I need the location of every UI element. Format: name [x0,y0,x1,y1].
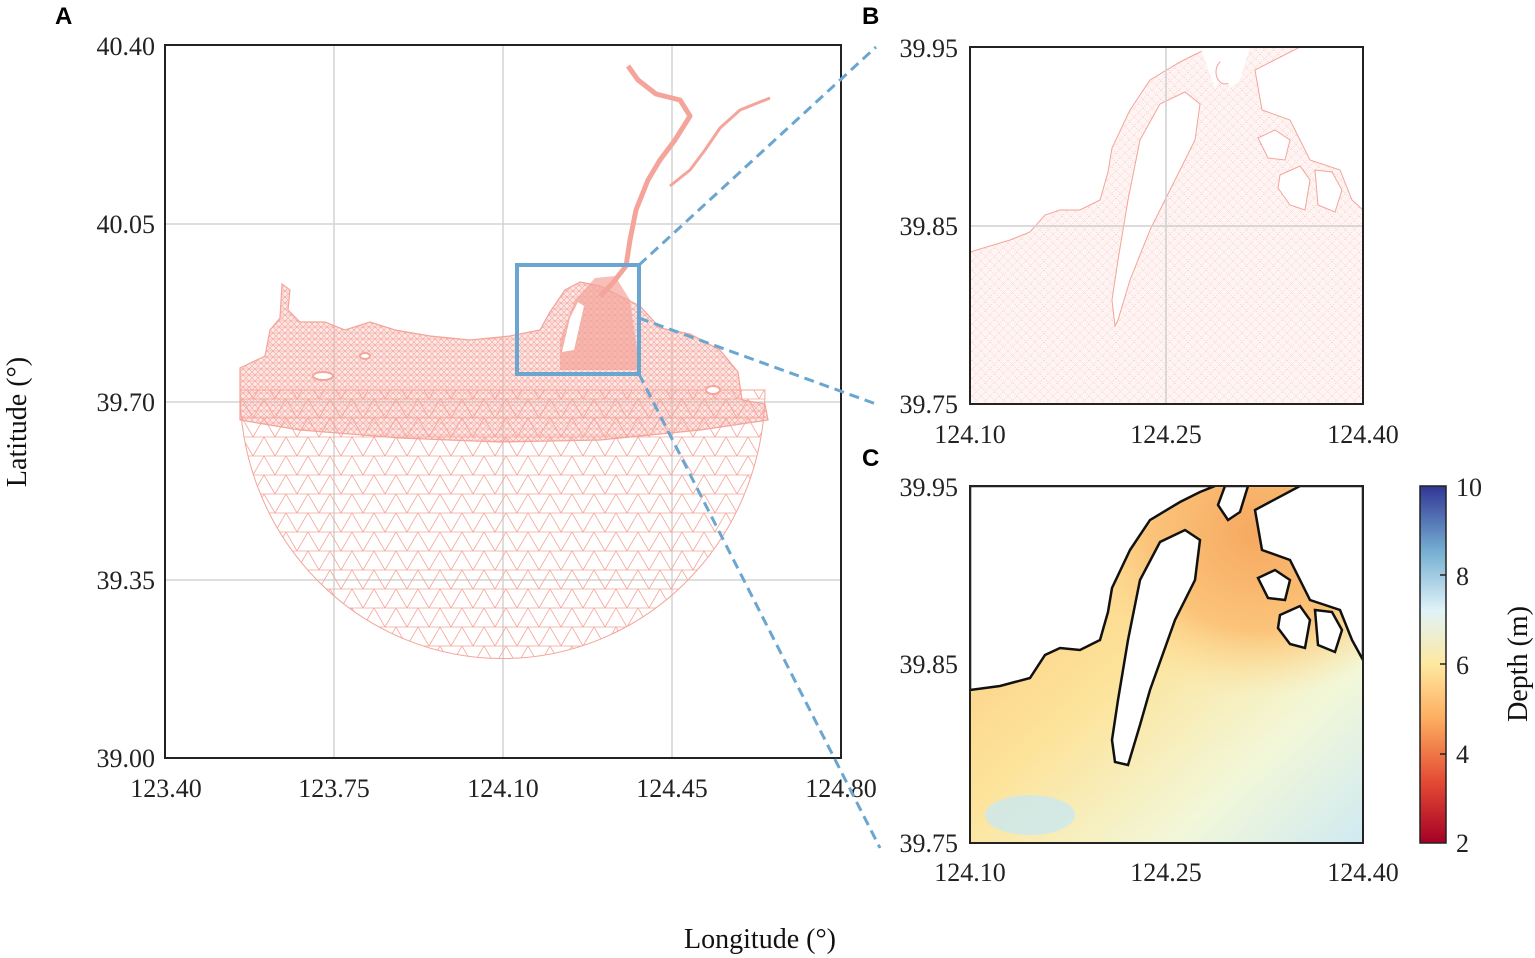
y-tick: 39.85 [900,650,959,679]
panel-c: C 124.10 124.25 124.40 39.95 39.85 39.75 [862,445,1399,887]
x-tick: 123.75 [298,774,370,803]
x-tick: 123.40 [130,774,202,803]
colorbar-tick: 8 [1456,562,1469,591]
colorbar-tick: 2 [1456,829,1469,858]
panel-a-mesh [239,64,771,660]
colorbar-tick: 6 [1456,651,1469,680]
x-tick: 124.10 [934,420,1006,449]
y-tick: 39.85 [900,212,959,241]
colorbar-tick: 10 [1456,473,1482,502]
panel-b: B 124.10 124.25 124.40 39.95 39.85 [862,3,1399,449]
island-2 [359,352,371,360]
y-tick: 39.70 [97,388,156,417]
y-tick: 39.75 [900,829,959,858]
panel-a-label: A [55,3,72,30]
x-tick: 124.25 [1130,420,1202,449]
colorbar-tick: 4 [1456,740,1469,769]
island-4 [562,302,584,352]
x-tick: 124.40 [1327,420,1399,449]
y-tick: 40.40 [97,32,156,61]
panel-c-y-ticks: 39.95 39.85 39.75 [900,473,959,858]
colorbar-label: Depth (m) [1503,606,1534,722]
coastal-mesh [239,281,769,443]
panel-c-x-ticks: 124.10 124.25 124.40 [934,858,1399,887]
y-tick: 39.95 [900,34,959,63]
panel-b-y-ticks: 39.95 39.85 39.75 [900,34,959,419]
panel-b-frame [969,46,1364,405]
panel-b-grid [970,47,1363,404]
y-tick: 39.95 [900,473,959,502]
panel-a-y-ticks: 40.40 40.05 39.70 39.35 39.00 [97,32,156,773]
y-tick: 40.05 [97,210,156,239]
outer-mesh [239,389,766,660]
land-east [1253,486,1363,661]
y-tick: 39.00 [97,744,156,773]
river-branch [669,96,771,188]
island-c-1 [1110,528,1202,767]
panel-b-x-ticks: 124.10 124.25 124.40 [934,420,1399,449]
x-tick: 124.80 [805,774,877,803]
x-tick: 124.10 [934,858,1006,887]
panel-c-depth [970,486,1363,843]
x-tick: 124.40 [1327,858,1399,887]
x-axis-label: Longitude (°) [684,924,836,955]
land-west [970,486,1216,692]
panel-c-label: C [862,445,879,472]
x-tick: 124.45 [636,774,708,803]
panel-b-label: B [862,3,879,30]
y-tick: 39.35 [97,566,156,595]
panel-c-frame [969,485,1364,844]
panel-a-frame [164,44,842,759]
zoom-connectors [637,45,882,849]
colorbar-ticks: 10 8 6 4 2 [1456,473,1482,858]
y-tick: 39.75 [900,390,959,419]
x-tick: 124.10 [467,774,539,803]
island-3 [705,385,721,395]
island-b-1 [1111,91,1201,328]
panel-a: A 123.40 [2,3,877,803]
estuary-mesh [560,276,640,370]
x-tick: 124.25 [1130,858,1202,887]
panel-a-x-ticks: 123.40 123.75 124.10 124.45 124.80 [130,774,877,803]
y-axis-label: Latitude (°) [2,357,33,487]
colorbar: 10 8 6 4 2 Depth (m) [1419,473,1534,858]
island-1 [312,371,334,381]
